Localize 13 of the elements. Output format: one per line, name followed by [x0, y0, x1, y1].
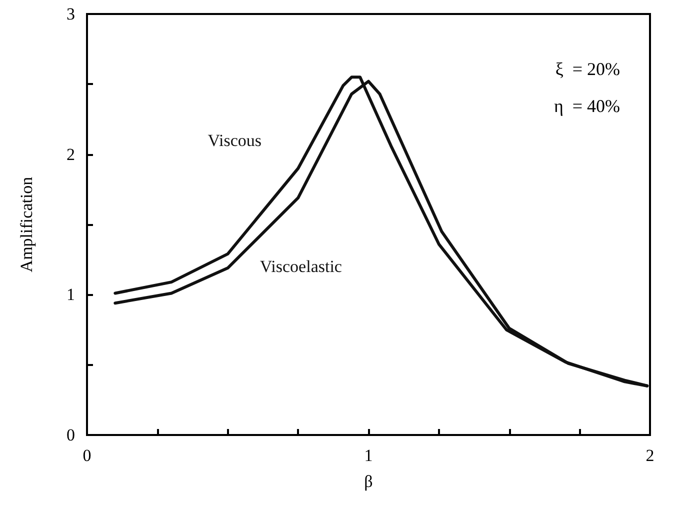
y-tick-label: 1 [66, 285, 75, 304]
x-tick-label: 0 [82, 446, 92, 465]
y-tick-label: 2 [66, 144, 75, 164]
x-tick-label: 2 [646, 446, 654, 465]
annotation: η = 40% [554, 96, 620, 116]
text: Viscous [208, 130, 262, 150]
y-axis-title: Amplification [17, 176, 36, 272]
series-label: Viscoelastic [260, 257, 342, 276]
x-axis-title: β [364, 472, 373, 491]
annotation: ξ = 20% [555, 59, 620, 79]
x-tick-label: 1 [364, 446, 373, 465]
y-tick-label: 0 [66, 426, 75, 444]
y-tick-label: 3 [66, 4, 75, 24]
